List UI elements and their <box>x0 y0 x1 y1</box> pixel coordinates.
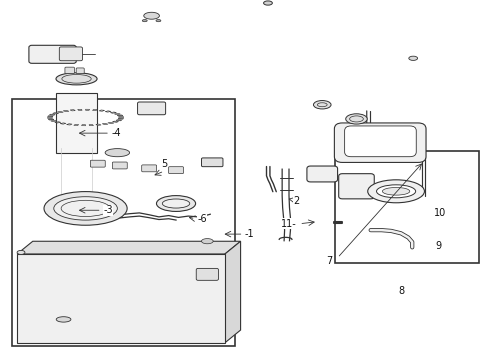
Polygon shape <box>47 116 53 117</box>
Text: 7: 7 <box>326 256 332 266</box>
Polygon shape <box>114 113 120 114</box>
FancyBboxPatch shape <box>196 269 218 280</box>
Ellipse shape <box>313 100 330 109</box>
FancyBboxPatch shape <box>201 158 223 167</box>
Polygon shape <box>105 111 111 112</box>
Polygon shape <box>224 241 240 343</box>
Ellipse shape <box>105 149 129 157</box>
Polygon shape <box>89 125 93 126</box>
FancyBboxPatch shape <box>142 165 156 172</box>
Ellipse shape <box>156 195 195 211</box>
Polygon shape <box>17 241 240 254</box>
Text: 11-: 11- <box>280 219 296 229</box>
Polygon shape <box>99 110 104 111</box>
Ellipse shape <box>142 19 147 22</box>
Polygon shape <box>57 111 63 113</box>
Text: -4: -4 <box>111 128 121 138</box>
Polygon shape <box>92 109 97 111</box>
Ellipse shape <box>56 73 97 85</box>
Text: -6: -6 <box>197 214 206 224</box>
Polygon shape <box>110 112 116 113</box>
Polygon shape <box>96 124 101 125</box>
Ellipse shape <box>156 19 161 22</box>
Ellipse shape <box>345 114 366 124</box>
Ellipse shape <box>143 12 159 19</box>
Polygon shape <box>70 110 75 111</box>
Ellipse shape <box>263 1 272 5</box>
FancyBboxPatch shape <box>137 102 165 115</box>
FancyBboxPatch shape <box>306 166 337 182</box>
Ellipse shape <box>56 317 71 322</box>
Ellipse shape <box>162 199 189 208</box>
Text: 10: 10 <box>433 208 446 218</box>
Text: 2: 2 <box>293 196 299 206</box>
Ellipse shape <box>376 185 415 198</box>
Polygon shape <box>117 115 122 116</box>
Text: 9: 9 <box>434 241 441 251</box>
Polygon shape <box>66 124 72 125</box>
FancyBboxPatch shape <box>344 126 415 157</box>
Polygon shape <box>47 117 52 118</box>
Bar <box>56 93 97 153</box>
Polygon shape <box>48 119 54 120</box>
Ellipse shape <box>54 197 117 220</box>
Ellipse shape <box>17 251 25 255</box>
Polygon shape <box>81 125 85 126</box>
FancyBboxPatch shape <box>168 167 183 174</box>
Polygon shape <box>85 109 89 110</box>
Ellipse shape <box>44 192 127 225</box>
Ellipse shape <box>408 56 417 60</box>
FancyBboxPatch shape <box>90 160 105 167</box>
Bar <box>12 99 234 346</box>
Polygon shape <box>116 120 122 121</box>
Bar <box>334 152 478 263</box>
FancyBboxPatch shape <box>59 47 82 61</box>
FancyBboxPatch shape <box>334 123 425 162</box>
Polygon shape <box>112 121 119 122</box>
Text: -3: -3 <box>103 205 113 215</box>
Ellipse shape <box>382 188 409 195</box>
Text: 8: 8 <box>397 285 403 296</box>
Polygon shape <box>102 123 108 125</box>
Polygon shape <box>118 118 123 119</box>
Polygon shape <box>17 254 224 343</box>
FancyBboxPatch shape <box>65 67 74 73</box>
Polygon shape <box>51 121 57 122</box>
FancyBboxPatch shape <box>338 174 373 199</box>
Ellipse shape <box>367 180 424 203</box>
Ellipse shape <box>201 239 213 244</box>
Polygon shape <box>49 114 55 115</box>
FancyBboxPatch shape <box>76 68 84 73</box>
Text: 5: 5 <box>161 159 167 169</box>
Polygon shape <box>108 122 114 123</box>
Text: -1: -1 <box>244 229 254 239</box>
Polygon shape <box>74 124 79 126</box>
Polygon shape <box>78 109 82 111</box>
FancyBboxPatch shape <box>29 45 76 63</box>
Polygon shape <box>52 113 59 114</box>
Polygon shape <box>60 123 66 124</box>
Polygon shape <box>63 110 69 112</box>
FancyBboxPatch shape <box>112 162 127 169</box>
Polygon shape <box>55 122 61 123</box>
